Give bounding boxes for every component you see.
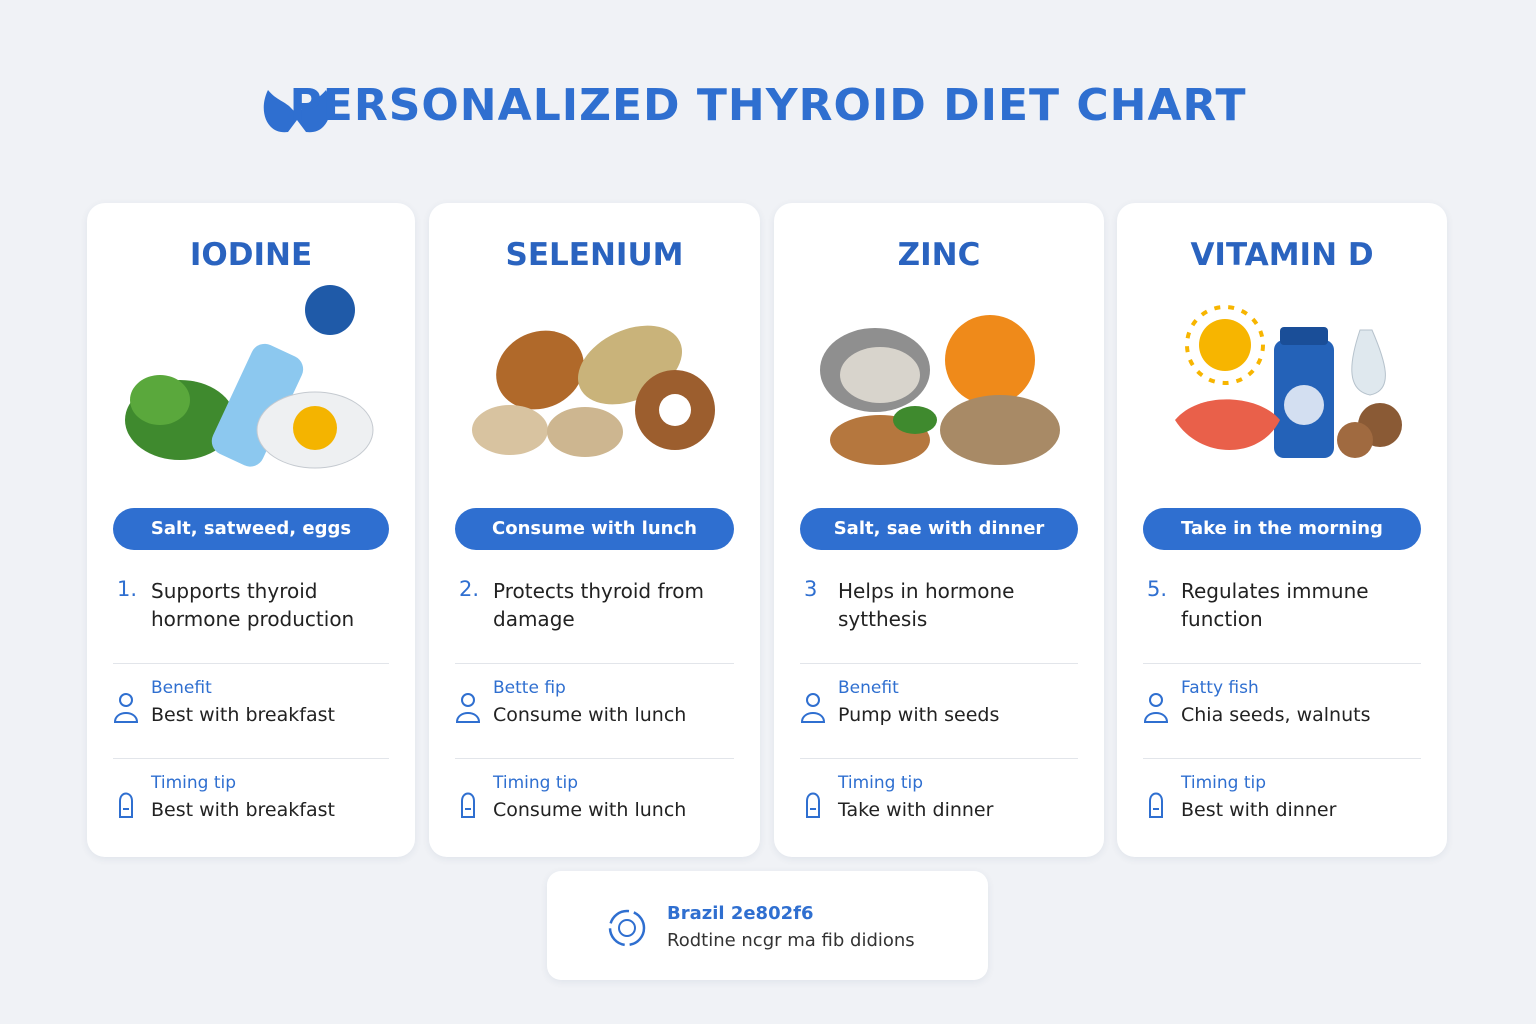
food-pill: Salt, satweed, eggs bbox=[113, 508, 389, 550]
row-label: Fatty fish bbox=[1181, 678, 1259, 698]
description: Supports thyroid hormone production bbox=[151, 579, 355, 631]
row-text: Take with dinner bbox=[838, 799, 994, 821]
description: Helps in hormone sytthesis bbox=[838, 579, 1015, 631]
card-title: ZINC bbox=[897, 237, 981, 273]
footer-card: Brazil 2e802f6 Rodtine ncgr ma fib didio… bbox=[547, 871, 988, 980]
divider bbox=[455, 663, 734, 664]
row-text: Pump with seeds bbox=[838, 704, 1000, 726]
person-icon bbox=[800, 692, 826, 728]
divider bbox=[455, 758, 734, 759]
person-icon bbox=[113, 692, 139, 728]
divider bbox=[113, 663, 389, 664]
row-text: Best with breakfast bbox=[151, 799, 335, 821]
tip-icon bbox=[1143, 787, 1169, 825]
row-text: Chia seeds, walnuts bbox=[1181, 704, 1371, 726]
thyroid-logo bbox=[263, 90, 331, 133]
nutrient-card: ZINC Salt, sae with dinner 3 Helps in hormo… bbox=[774, 203, 1104, 857]
person-icon bbox=[455, 692, 481, 728]
food-pill: Salt, sae with dinner bbox=[800, 508, 1078, 550]
item-number: 2. bbox=[459, 577, 480, 601]
row-label: Bette fip bbox=[493, 678, 566, 698]
item-number: 1. bbox=[117, 577, 138, 601]
row-label: Timing tip bbox=[493, 773, 579, 793]
row-text: Best with dinner bbox=[1181, 799, 1337, 821]
divider bbox=[1143, 663, 1421, 664]
row-label: Benefit bbox=[838, 678, 899, 698]
divider bbox=[800, 758, 1078, 759]
nutrient-card: IODINE Salt, satweed, eggs 1. Supports thyr… bbox=[87, 203, 415, 857]
description: Regulates immune function bbox=[1181, 579, 1369, 631]
card-title: SELENIUM bbox=[505, 237, 684, 273]
row-text: Consume with lunch bbox=[493, 799, 687, 821]
card-title: VITAMIN D bbox=[1190, 237, 1374, 273]
tip-icon bbox=[455, 787, 481, 825]
footer-icon bbox=[608, 909, 646, 947]
divider bbox=[1143, 758, 1421, 759]
footer-text: Rodtine ncgr ma fib didions bbox=[667, 930, 915, 951]
description: Protects thyroid from damage bbox=[493, 579, 705, 631]
item-number: 3 bbox=[804, 577, 818, 601]
row-label: Benefit bbox=[151, 678, 212, 698]
row-text: Best with breakfast bbox=[151, 704, 335, 726]
row-label: Timing tip bbox=[1181, 773, 1267, 793]
tip-icon bbox=[113, 787, 139, 825]
tip-icon bbox=[800, 787, 826, 825]
food-pill: Consume with lunch bbox=[455, 508, 734, 550]
row-label: Timing tip bbox=[151, 773, 237, 793]
row-label: Timing tip bbox=[838, 773, 924, 793]
divider bbox=[113, 758, 389, 759]
nutrient-card: VITAMIN D Take in the morning 5. Regulates … bbox=[1117, 203, 1447, 857]
item-number: 5. bbox=[1147, 577, 1168, 601]
page-title: PERSONALIZED THYROID DIET CHART bbox=[289, 80, 1247, 131]
footer-title: Brazil 2e802f6 bbox=[667, 903, 814, 924]
row-text: Consume with lunch bbox=[493, 704, 687, 726]
divider bbox=[800, 663, 1078, 664]
person-icon bbox=[1143, 692, 1169, 728]
card-title: IODINE bbox=[189, 237, 313, 273]
nutrient-card: SELENIUM Consume with lunch 2. Protects thy… bbox=[429, 203, 760, 857]
food-pill: Take in the morning bbox=[1143, 508, 1421, 550]
